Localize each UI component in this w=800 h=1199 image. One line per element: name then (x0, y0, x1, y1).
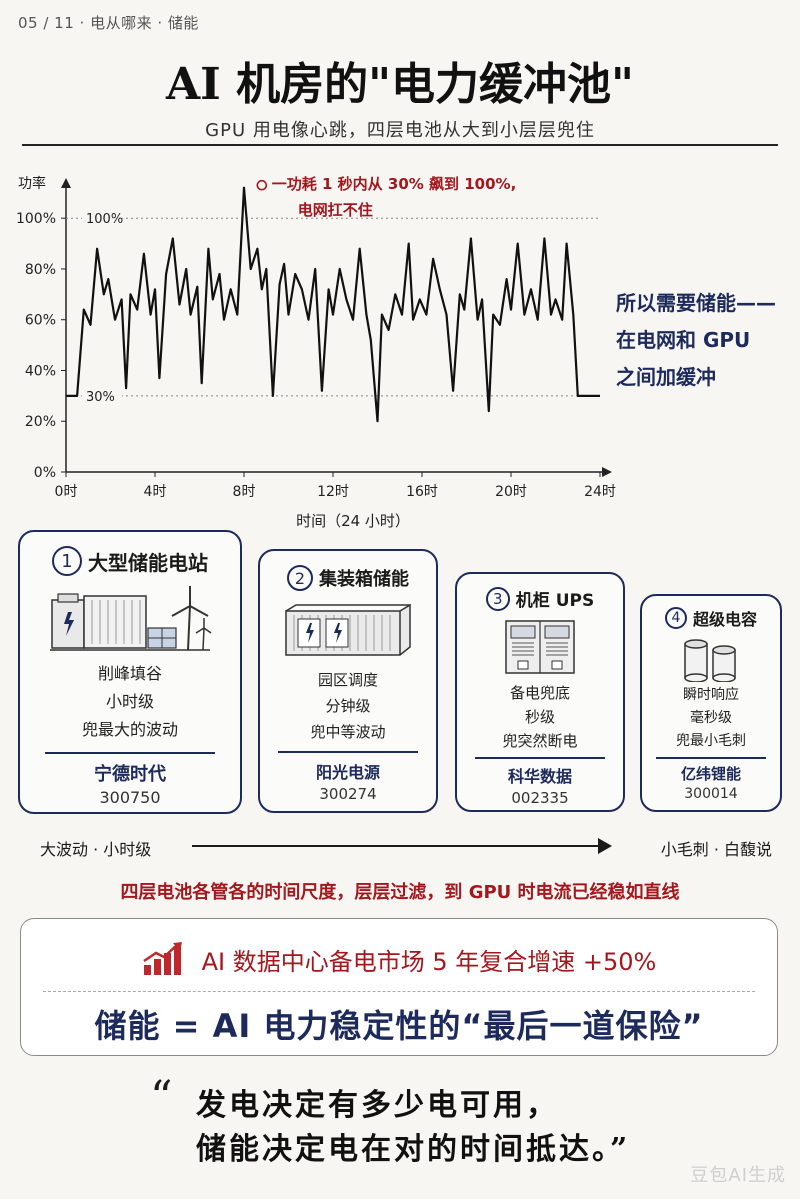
card-stock-code: 300750 (99, 788, 161, 807)
card-container-storage: 2 集装箱储能 园区调度 分钟级 兜中等波动 阳光电源 300274 (258, 549, 438, 813)
closing-quote: 发电决定有多少电可用， 储能决定电在对的时间抵达。” (196, 1084, 630, 1172)
card-desc: 削峰填谷 小时级 兜最大的波动 (20, 660, 240, 744)
arrow-right-icon (598, 838, 612, 854)
card-desc-line: 秒级 (524, 708, 555, 726)
card-desc-line: 瞬时响应 (683, 687, 739, 703)
card-desc-line: 园区调度 (317, 671, 378, 689)
power-series-line (66, 186, 600, 423)
reference-label-bg (82, 386, 122, 405)
card-desc-line: 备电兜底 (509, 684, 570, 702)
y-tick-label: 40% (25, 363, 56, 379)
card-desc: 备电兜底 秒级 兜突然断电 (457, 681, 623, 753)
card-number: 2 (287, 565, 313, 591)
x-tick-label: 4时 (144, 484, 167, 500)
card-power-station: 1 大型储能电站 削峰填谷 小时级 兜最大的波动 宁德时代 300750 (18, 530, 242, 814)
side-note-line: 之间加缓冲 (616, 365, 716, 389)
peak-annotation: 电网扛不住 (298, 201, 373, 219)
growth-row: AI 数据中心备电市场 5 年复合增速 +50% (21, 933, 777, 985)
x-tick-label: 0时 (55, 484, 78, 500)
card-title: 集装箱储能 (319, 569, 409, 590)
reference-line-label: 30% (86, 390, 115, 405)
x-tick-label: 20时 (495, 484, 527, 500)
card-title: 大型储能电站 (88, 550, 208, 575)
card-company: 亿纬锂能 (680, 765, 741, 783)
reference-line-label: 100% (86, 212, 123, 227)
card-number: 3 (485, 586, 510, 611)
reference-label-bg (82, 209, 122, 228)
card-title: 机柜 UPS (515, 591, 595, 611)
x-tick-label: 8时 (233, 484, 256, 500)
container-illustration (285, 603, 411, 656)
card-desc-line: 兜最小毛刺 (676, 733, 746, 749)
quote-mark: “ (150, 1072, 173, 1123)
card-supercapacitor: 4 超级电容 瞬时响应 毫秒级 兜最小毛刺 亿纬锂能 300014 (640, 594, 782, 812)
card-company: 阳光电源 (315, 763, 380, 782)
card-desc-line: 兜突然断电 (502, 732, 578, 750)
power-station-illustration (50, 586, 212, 651)
y-tick-label: 0% (34, 465, 56, 481)
card-desc-line: 分钟级 (325, 697, 371, 715)
side-note-line: 在电网和 GPU (616, 328, 751, 352)
y-tick-label: 20% (25, 414, 56, 430)
card-divider (656, 757, 766, 759)
card-number: 4 (664, 607, 687, 629)
card-divider (45, 752, 215, 754)
card-desc-line: 兜最大的波动 (81, 720, 178, 739)
y-axis-label: 功率 (18, 175, 46, 192)
card-stock-code: 300274 (319, 785, 377, 803)
page-subtitle: GPU 用电像心跳，四层电池从大到小层层兜住 (205, 120, 595, 141)
conclusion-text: 储能 = AI 电力稳定性的“最后一道保险” (94, 1007, 704, 1045)
peak-marker (256, 179, 268, 191)
x-axis-label: 时间（24 小时） (296, 512, 410, 530)
growth-text: AI 数据中心备电市场 5 年复合增速 +50% (201, 947, 657, 976)
arrow-left-label: 大波动 · 小时级 (40, 840, 152, 859)
card-divider (475, 757, 605, 759)
card-stock-code: 002335 (511, 789, 569, 807)
card-company: 科华数据 (507, 767, 572, 786)
card-desc-line: 兜中等波动 (310, 723, 386, 741)
side-note: 所以需要储能—— 在电网和 GPU 之间加缓冲 (616, 285, 796, 396)
card-number: 1 (52, 546, 82, 576)
y-axis-arrow-icon (61, 178, 71, 188)
y-tick-label: 80% (25, 262, 56, 278)
card-title: 超级电容 (692, 610, 757, 629)
arrow-line (192, 845, 604, 847)
growth-chart-icon (142, 942, 182, 975)
card-desc-line: 小时级 (105, 692, 154, 711)
y-tick-label: 100% (16, 211, 56, 227)
arrow-right-label: 小毛刺 · 白馥说 (660, 840, 772, 859)
side-note-line: 所以需要储能—— (616, 291, 776, 315)
card-desc: 瞬时响应 毫秒级 兜最小毛刺 (642, 684, 780, 753)
summary-caption: 四层电池各管各的时间尺度，层层过滤，到 GPU 时电流已经稳如直线 (120, 882, 680, 903)
quote-line: 储能决定电在对的时间抵达。” (196, 1132, 631, 1167)
x-tick-label: 24时 (584, 484, 616, 500)
peak-annotation: 一功耗 1 秒内从 30% 飙到 100%, (272, 175, 517, 193)
x-tick-label: 16时 (406, 484, 438, 500)
y-tick-label: 60% (25, 313, 56, 329)
card-desc: 园区调度 分钟级 兜中等波动 (260, 667, 436, 745)
timescale-arrow: 大波动 · 小时级 小毛刺 · 白馥说 (0, 828, 800, 864)
card-divider (278, 751, 418, 753)
card-company: 宁德时代 (94, 764, 166, 785)
card-desc-line: 毫秒级 (690, 710, 732, 726)
card-ups: 3 机柜 UPS 备电兜底 秒级 兜突然断电 科华数据 002335 (455, 572, 625, 812)
x-tick-label: 12时 (317, 484, 349, 500)
card-header: 3 机柜 UPS (457, 586, 623, 611)
quote-line: 发电决定有多少电可用， (196, 1088, 559, 1123)
page-title: AI 机房的"电力缓冲池" (166, 59, 634, 110)
conclusion-panel: AI 数据中心备电市场 5 年复合增速 +50% 储能 = AI 电力稳定性的“… (20, 918, 778, 1056)
x-axis-arrow-icon (602, 467, 612, 477)
card-header: 1 大型储能电站 (20, 546, 240, 576)
card-stock-code: 300014 (684, 786, 738, 802)
card-header: 2 集装箱储能 (260, 565, 436, 591)
header-divider (22, 144, 778, 146)
card-header: 4 超级电容 (642, 606, 780, 630)
breadcrumb: 05 / 11 · 电从哪来 · 储能 (18, 14, 199, 32)
watermark: 豆包AI生成 (690, 1165, 786, 1186)
card-desc-line: 削峰填谷 (97, 664, 162, 683)
capacitor-illustration (684, 639, 736, 682)
power-line-chart: 功率 0% 20% 40% 60% 80% 100% 0时 4时 8时 12时 16时 20时 24时时间… (16, 175, 616, 530)
ups-cabinet-illustration (505, 620, 575, 674)
panel-divider (43, 991, 755, 992)
